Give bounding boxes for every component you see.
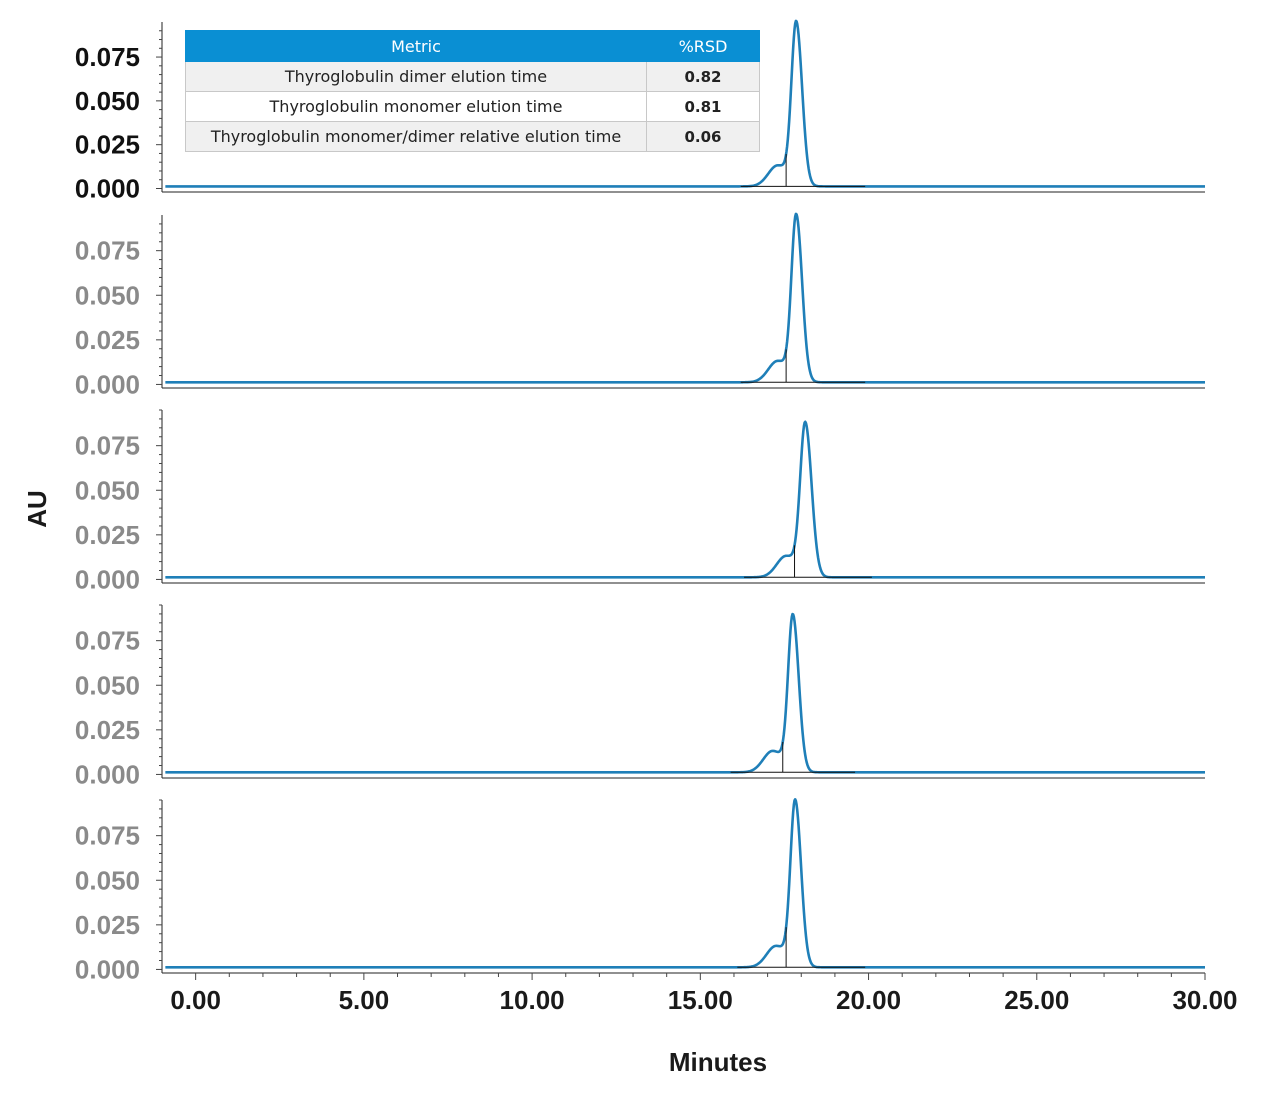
y-tick-label: 0.050	[75, 865, 140, 895]
x-axis-title: Minutes	[669, 1047, 767, 1077]
y-tick-label: 0.000	[75, 954, 140, 984]
y-tick-label: 0.025	[75, 910, 140, 940]
y-tick-label: 0.050	[75, 670, 140, 700]
rsd-table: Metric %RSD Thyroglobulin dimer elution …	[185, 30, 760, 152]
table-header-metric: Metric	[185, 30, 647, 62]
chromatogram-trace	[164, 420, 1206, 579]
chromatogram-trace	[164, 612, 1206, 774]
y-tick-label: 0.000	[75, 759, 140, 789]
chromatogram-panel-5: 0.000 0.025 0.050 0.075	[75, 798, 1206, 984]
table-cell-rsd: 0.81	[646, 91, 760, 122]
y-tick-label: 0.075	[75, 42, 140, 72]
y-tick-label: 0.025	[75, 325, 140, 355]
x-tick-label: 20.00	[836, 985, 901, 1015]
y-tick-label: 0.025	[75, 520, 140, 550]
y-tick-label: 0.075	[75, 431, 140, 461]
table-header-row: Metric %RSD	[185, 30, 760, 62]
table-header-rsd: %RSD	[646, 30, 760, 62]
chromatogram-panel-2: 0.000 0.025 0.050 0.075	[75, 212, 1206, 399]
x-tick-label: 25.00	[1004, 985, 1069, 1015]
chromatogram-panel-1: 0.000 0.025 0.050 0.075	[75, 19, 1206, 203]
chromatogram-panel-4: 0.000 0.025 0.050 0.075	[75, 604, 1206, 789]
y-tick-label: 0.025	[75, 715, 140, 745]
table-cell-rsd: 0.06	[646, 121, 760, 152]
y-tick-label: 0.075	[75, 236, 140, 266]
table-row: Thyroglobulin monomer elution time 0.81	[185, 91, 760, 122]
y-tick-label: 0.075	[75, 821, 140, 851]
table-cell-metric: Thyroglobulin monomer/dimer relative elu…	[185, 121, 647, 152]
y-tick-label: 0.000	[75, 369, 140, 399]
x-tick-label: 15.00	[668, 985, 733, 1015]
chromatogram-trace	[164, 798, 1206, 969]
table-row: Thyroglobulin dimer elution time 0.82	[185, 61, 760, 92]
x-tick-label: 5.00	[339, 985, 390, 1015]
chromatogram-panel-3: 0.000 0.025 0.050 0.075	[75, 409, 1206, 594]
table-row: Thyroglobulin monomer/dimer relative elu…	[185, 121, 760, 152]
chromatogram-trace	[164, 19, 1206, 188]
table-cell-metric: Thyroglobulin monomer elution time	[185, 91, 647, 122]
y-axis-title: AU	[22, 490, 52, 528]
table-cell-metric: Thyroglobulin dimer elution time	[185, 61, 647, 92]
x-tick-label: 0.00	[170, 985, 221, 1015]
y-tick-label: 0.050	[75, 86, 140, 116]
y-tick-label: 0.050	[75, 475, 140, 505]
y-tick-label: 0.075	[75, 626, 140, 656]
y-tick-label: 0.000	[75, 564, 140, 594]
x-tick-label: 30.00	[1172, 985, 1237, 1015]
table-cell-rsd: 0.82	[646, 61, 760, 92]
x-tick-label: 10.00	[500, 985, 565, 1015]
chromatogram-trace	[164, 212, 1206, 384]
y-tick-label: 0.025	[75, 130, 140, 160]
y-tick-label: 0.000	[75, 173, 140, 203]
y-tick-label: 0.050	[75, 280, 140, 310]
